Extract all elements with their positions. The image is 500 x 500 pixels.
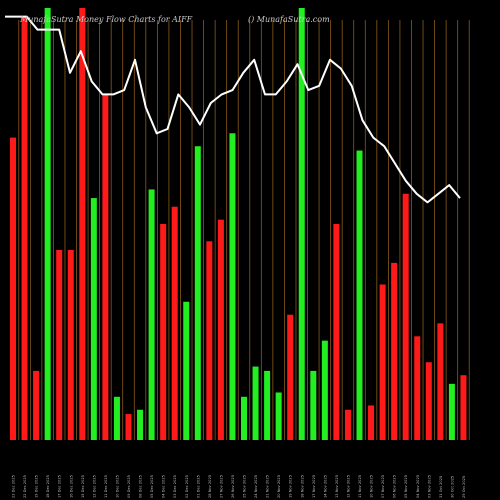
date-label: 17 Nov 2025 <box>312 475 316 498</box>
flow-bar <box>275 392 282 440</box>
date-label: 30 Oct 2025 <box>450 476 454 498</box>
bar-series <box>10 8 467 441</box>
date-label: 10 Dec 2025 <box>115 475 119 498</box>
flow-bar <box>44 8 51 440</box>
flow-bar <box>183 301 190 440</box>
date-label: 29 Oct 2025 <box>462 476 466 498</box>
flow-bar <box>79 8 86 440</box>
date-label: 05 Nov 2025 <box>404 475 408 498</box>
flow-bar <box>333 224 340 440</box>
date-label: 23 Dec 2025 <box>12 475 16 498</box>
date-label: 01 Dec 2025 <box>196 475 200 498</box>
flow-bar <box>368 405 375 440</box>
date-labels: 23 Dec 2025 22 Dec 2025 19 Dec 2025 18 Dec … <box>12 475 466 498</box>
date-label: 03 Nov 2025 <box>427 475 431 498</box>
flow-bar <box>287 314 294 440</box>
flow-bar <box>437 323 444 440</box>
date-label: 18 Nov 2025 <box>300 475 304 498</box>
flow-bar <box>356 150 363 440</box>
date-label: 10 Nov 2025 <box>370 475 374 498</box>
flow-bar <box>391 262 398 440</box>
flow-bar <box>217 219 224 440</box>
date-label: 04 Nov 2025 <box>416 475 420 498</box>
flow-bar <box>10 137 16 440</box>
flow-bar <box>321 340 328 440</box>
date-label: 26 Nov 2025 <box>231 475 235 498</box>
date-label: 03 Dec 2025 <box>173 475 177 498</box>
date-label: 08 Dec 2025 <box>139 475 143 498</box>
date-label: 24 Nov 2025 <box>254 475 258 498</box>
flow-bar <box>448 383 455 440</box>
grid-lines <box>18 20 470 440</box>
flow-bar <box>67 249 74 440</box>
date-label: 25 Nov 2025 <box>243 475 247 498</box>
flow-bar <box>171 206 178 440</box>
date-label: 14 Nov 2025 <box>323 475 327 498</box>
flow-bar <box>402 193 409 440</box>
flow-bar <box>90 198 97 440</box>
flow-bar <box>344 409 351 440</box>
date-label: 17 Dec 2025 <box>58 475 62 498</box>
money-flow-line <box>5 15 461 204</box>
date-label: 06 Nov 2025 <box>393 475 397 498</box>
date-label: 15 Dec 2025 <box>81 475 85 498</box>
date-label: 02 Dec 2025 <box>185 475 189 498</box>
date-label: 09 Dec 2025 <box>127 475 131 498</box>
flow-bar <box>229 133 236 440</box>
date-label: 22 Dec 2025 <box>23 475 27 498</box>
flow-bar <box>137 409 144 440</box>
date-label: 16 Dec 2025 <box>69 475 73 498</box>
date-label: 05 Dec 2025 <box>150 475 154 498</box>
flow-bar <box>460 375 467 440</box>
flow-bar <box>264 370 271 440</box>
flow-bar <box>102 94 109 441</box>
flow-bar <box>241 396 247 440</box>
flow-bar <box>21 16 28 440</box>
flow-bar <box>148 189 155 440</box>
chart-title: MunafaSutra Money Flow Charts for AIFF <box>19 15 193 24</box>
date-label: 21 Nov 2025 <box>266 475 270 498</box>
date-label: 19 Dec 2025 <box>35 475 39 498</box>
date-label: 13 Nov 2025 <box>335 475 339 498</box>
date-label: 07 Nov 2025 <box>381 475 385 498</box>
date-label: 11 Dec 2025 <box>104 475 108 498</box>
flow-bar <box>425 362 432 440</box>
date-label: 18 Dec 2025 <box>46 475 50 498</box>
flow-bar <box>298 8 305 440</box>
date-label: 28 Nov 2025 <box>208 475 212 498</box>
flow-bar <box>125 414 132 440</box>
date-label: 19 Nov 2025 <box>289 475 293 498</box>
flow-bar <box>252 366 259 440</box>
flow-bar <box>113 396 120 440</box>
flow-bar <box>310 370 317 440</box>
flow-bar <box>56 249 63 440</box>
flow-bar <box>160 224 167 440</box>
site-credit: () MunafaSutra.com <box>248 15 330 24</box>
flow-bar <box>33 370 40 440</box>
date-label: 11 Nov 2025 <box>358 475 362 498</box>
date-label: 12 Dec 2025 <box>92 475 96 498</box>
flow-bar <box>379 284 386 440</box>
date-label: 31 Oct 2025 <box>439 476 443 498</box>
date-label: 27 Nov 2025 <box>219 475 223 498</box>
date-label: 20 Nov 2025 <box>277 475 281 498</box>
date-label: 04 Dec 2025 <box>162 475 166 498</box>
flow-bar <box>414 336 421 440</box>
flow-bar <box>194 146 201 441</box>
flow-bar <box>206 241 213 440</box>
date-label: 12 Nov 2025 <box>346 475 350 498</box>
